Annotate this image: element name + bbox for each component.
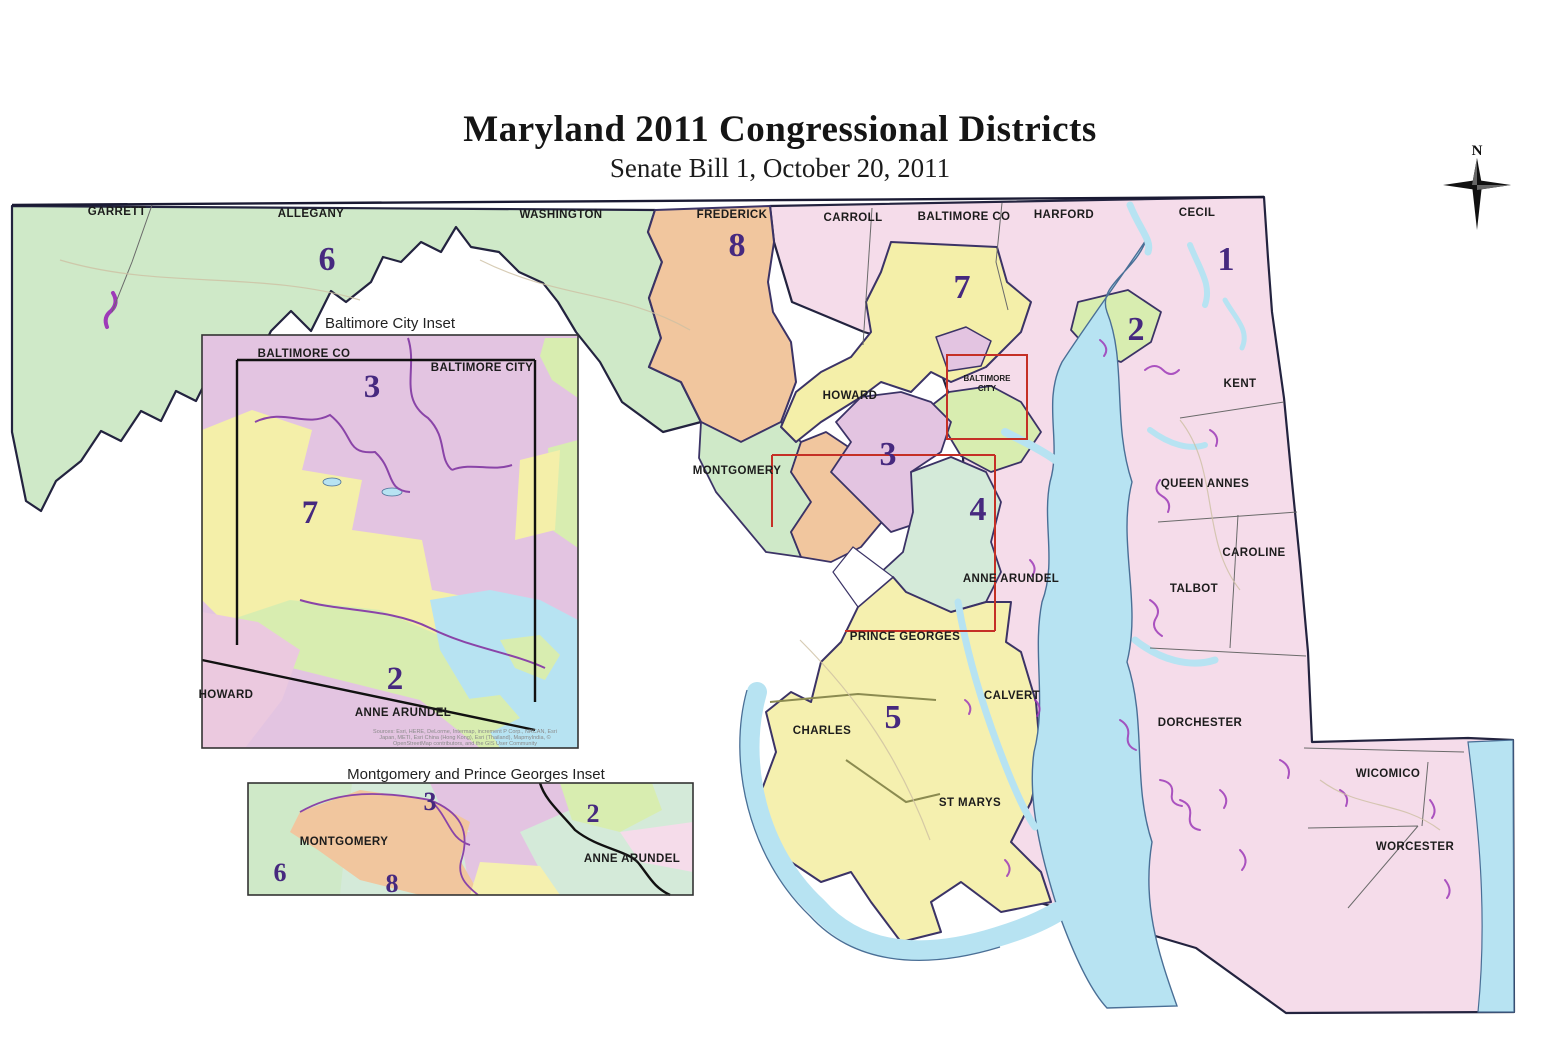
compass-rose: N [1443,143,1511,230]
county-label-wicomico: WICOMICO [1356,768,1421,780]
potomac-river [739,682,1067,961]
county-label-howard: HOWARD [823,390,878,402]
sassafras-river [1222,297,1247,351]
inset1-green-shore2 [455,695,520,735]
susquehanna-river [1126,201,1153,256]
district-number-7: 7 [954,269,971,306]
chesapeake-bay [1031,239,1178,1009]
atlantic-ocean [1467,739,1515,1013]
district-number-6: 6 [319,241,336,278]
inset1-label-howard: HOWARD [199,689,254,701]
county-label-harford: HARFORD [1034,209,1094,221]
inset2-district-number-2: 2 [587,799,600,828]
inset1-district-number-7: 7 [302,495,319,531]
county-label-washington: WASHINGTON [519,209,602,221]
county-label-caroline: CAROLINE [1222,547,1285,559]
inset2-district-number-8: 8 [386,869,399,898]
inset2-label-anne-arundel: ANNE ARUNDEL [584,853,680,865]
inset2-district-number-6: 6 [274,858,287,887]
inset1-district-number-2: 2 [387,661,404,697]
inset1-lake2 [381,487,403,497]
patuxent-river [954,598,1039,831]
inset1-lake1 [322,477,342,487]
county-label-montgomery: MONTGOMERY [693,465,782,477]
elk-river [1187,242,1211,308]
county-boundaries [111,202,1465,909]
district-number-5: 5 [885,699,902,736]
county-label-garrett: GARRETT [88,206,146,218]
district-number-1: 1 [1218,241,1235,278]
inset1-green-shore1 [500,635,560,680]
county-label-worcester: WORCESTER [1376,841,1455,853]
inset1-green-topright [540,338,578,398]
county-label-calvert: CALVERT [984,690,1040,702]
inset1-border [201,334,579,749]
montgomery-extent-box [771,454,996,632]
county-label-carroll: CARROLL [823,212,882,224]
choptank-river [1131,636,1219,667]
inset1-label-baltimore-co: BALTIMORE CO [258,348,351,360]
inset2-border [247,782,694,896]
county-label-dorchester: DORCHESTER [1158,717,1243,729]
inset1-yellow-right-patch [515,450,560,540]
inset1-attribution-line1: Sources: Esri, HERE, DeLorme, Intermap, … [373,729,557,735]
county-label-allegany: ALLEGANY [278,208,344,220]
inset-extent-boxes [771,354,1028,632]
county-label-queen-annes: QUEEN ANNES [1161,478,1249,490]
county-label-frederick: FREDERICK [697,209,768,221]
main-map-land [10,195,1516,1015]
inset1-howard-pink [202,612,300,748]
inset1-district-lines [254,337,546,669]
inset1-district7-yellow [202,410,482,670]
inset1-district-number-3: 3 [364,369,381,405]
baltimore-inset-title: Baltimore City Inset [325,315,456,332]
inset2-district8-orange [290,790,480,895]
potomac-shoreline [739,689,1001,961]
baltimore-city-label-line1: BALTIMORE [964,374,1012,383]
compass-north-label: N [1472,143,1483,159]
baltimore-extent-box [946,354,1028,440]
county-label-charles: CHARLES [793,725,851,737]
patapsco-inlet [1001,428,1062,466]
district-number-8: 8 [729,227,746,264]
district-5-region [760,576,1052,943]
marsh-texture [964,339,1451,899]
county-label-talbot: TALBOT [1170,583,1218,595]
county-label-st-marys: ST MARYS [939,797,1001,809]
mason-dixon-line [11,195,1265,207]
inset2-label-montgomery: MONTGOMERY [300,836,389,848]
inset2-district2-green [560,783,662,832]
chester-river [1147,427,1208,450]
water-features [103,201,1515,1013]
district-number-4: 4 [970,491,987,528]
inset2-pink-right [620,822,693,872]
inset2-district-lines [299,793,479,896]
baltimore-city-inset: Baltimore City Inset [199,315,579,749]
inset2-county-boundary [538,782,671,897]
inset1-city-boundary [201,358,537,732]
county-label-kent: KENT [1224,378,1257,390]
road-lines [59,259,1441,841]
inset2-district-number-3: 3 [424,787,437,816]
montgomery-prince-georges-inset: Montgomery and Prince Georges Inset MONT… [247,766,694,898]
dc-notch [832,546,894,608]
deep-creek-lake [103,291,118,329]
county-label-cecil: CECIL [1179,207,1216,219]
inset1-attribution-line3: OpenStreetMap contributors, and the GIS … [393,741,537,747]
county-label-prince-georges: PRINCE GEORGES [850,631,960,643]
inset1-label-anne-arundel: ANNE ARUNDEL [355,707,451,719]
county-label-anne-arundel: ANNE ARUNDEL [963,573,1059,585]
inset2-yellow-bottom [470,862,560,895]
district-number-2: 2 [1128,311,1145,348]
inset2-title: Montgomery and Prince Georges Inset [347,766,605,783]
county-label-baltimore-co: BALTIMORE CO [918,211,1011,223]
district-number-3: 3 [880,436,897,473]
district-7-region [780,241,1032,443]
inset1-attribution-line2: Japan, METI, Esri China (Hong Kong), Esr… [379,734,550,741]
inset1-label-baltimore-city: BALTIMORE CITY [431,362,534,374]
baltimore-city-label-line2: CITY [978,384,997,393]
inset1-water [430,590,578,748]
